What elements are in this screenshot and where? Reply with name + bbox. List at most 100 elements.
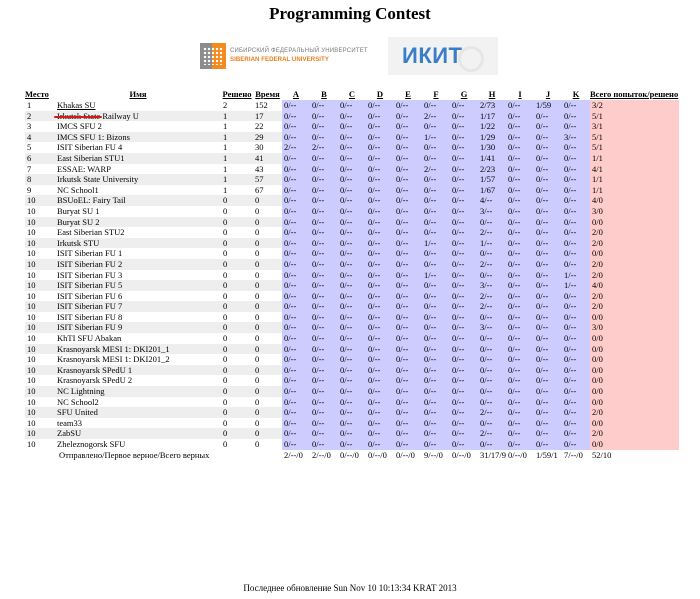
header-problem-g[interactable]: G <box>450 88 478 100</box>
header-solved[interactable]: Решено <box>221 88 253 100</box>
problem-cell: 0/-- <box>534 396 562 408</box>
problem-cell: 0/-- <box>422 280 450 291</box>
problem-cell: 0/-- <box>366 439 394 450</box>
problem-cell: 0/-- <box>450 248 478 259</box>
problem-cell: 0/-- <box>450 205 478 217</box>
problem-cell: 0/-- <box>534 386 562 397</box>
header-total[interactable]: Всего попыток/решено <box>590 88 679 100</box>
problem-cell: 0/-- <box>478 396 506 408</box>
solved-cell: 0 <box>221 248 253 259</box>
problem-cell: 0/-- <box>394 163 422 175</box>
solved-cell: 0 <box>221 322 253 334</box>
problem-cell: 1/-- <box>562 280 590 291</box>
time-cell: 0 <box>253 269 282 281</box>
problem-cell: 0/-- <box>534 174 562 185</box>
problem-cell: 0/-- <box>506 417 534 429</box>
problem-cell: 0/-- <box>310 237 338 249</box>
time-cell: 22 <box>253 121 282 132</box>
header-problem-h[interactable]: H <box>478 88 506 100</box>
problem-cell: 0/-- <box>310 407 338 418</box>
problem-cell: 0/-- <box>366 396 394 408</box>
problem-cell: 0/-- <box>338 248 366 259</box>
header-problem-f[interactable]: F <box>422 88 450 100</box>
footer-total: 52/10 <box>590 449 679 461</box>
header-problem-k[interactable]: K <box>562 88 590 100</box>
problem-cell: 0/-- <box>534 216 562 228</box>
table-row: 2Irkutsk State Railway U1170/--0/--0/--0… <box>25 110 679 122</box>
total-cell: 0/0 <box>590 248 679 259</box>
team-name-link[interactable]: Khakas SU <box>57 100 96 110</box>
problem-cell: 0/-- <box>450 301 478 312</box>
header-problem-a[interactable]: A <box>282 88 310 100</box>
problem-cell: 0/-- <box>366 100 394 111</box>
problem-cell: 0/-- <box>450 152 478 164</box>
problem-cell: 1/-- <box>422 269 450 281</box>
problem-cell: 0/-- <box>450 269 478 281</box>
problem-cell: 3/-- <box>478 205 506 217</box>
place-cell: 4 <box>25 131 55 143</box>
problem-cell: 0/-- <box>534 195 562 206</box>
header-problem-d[interactable]: D <box>366 88 394 100</box>
table-row: 1 Khakas SU 2 152 0/-- 0/-- 0/-- 0/-- 0/-- 0/-- 0/… <box>25 100 679 111</box>
problem-cell: 0/-- <box>282 311 310 323</box>
problem-cell: 0/-- <box>450 258 478 270</box>
header-problem-b[interactable]: B <box>310 88 338 100</box>
problem-cell: 0/-- <box>282 258 310 270</box>
problem-cell: 0/-- <box>450 280 478 291</box>
place-cell: 8 <box>25 174 55 185</box>
problem-cell: 2/-- <box>478 428 506 439</box>
total-cell: 4/0 <box>590 280 679 291</box>
problem-cell: 0/-- <box>534 248 562 259</box>
problem-cell: 0/-- <box>450 354 478 365</box>
problem-cell: 0/-- <box>338 100 366 111</box>
solved-cell: 0 <box>221 290 253 302</box>
solved-cell: 0 <box>221 407 253 418</box>
problem-cell: 0/-- <box>338 322 366 334</box>
header-problem-e[interactable]: E <box>394 88 422 100</box>
problem-cell: 0/-- <box>310 417 338 429</box>
header-problem-j[interactable]: J <box>534 88 562 100</box>
header-problem-c[interactable]: C <box>338 88 366 100</box>
problem-cell: 0/-- <box>310 311 338 323</box>
header-time[interactable]: Время <box>253 88 282 100</box>
problem-cell: 0/-- <box>366 417 394 429</box>
solved-cell: 1 <box>221 142 253 153</box>
header-name[interactable]: Имя <box>55 88 221 100</box>
table-row: 10 Krasnoyarsk SPedU 2 0 0 0/-- 0/-- 0/-- 0/-- 0… <box>25 375 679 387</box>
problem-cell: 2/23 <box>478 163 506 175</box>
problem-cell: 0/-- <box>562 258 590 270</box>
problem-cell: 0/-- <box>562 216 590 228</box>
header-place[interactable]: Место <box>25 88 55 100</box>
problem-cell: 0/-- <box>506 439 534 450</box>
problem-cell: 0/-- <box>338 417 366 429</box>
problem-cell: 0/-- <box>506 364 534 376</box>
problem-cell: 0/-- <box>338 216 366 228</box>
problem-cell: 3/-- <box>478 322 506 334</box>
problem-cell: 0/-- <box>310 216 338 228</box>
solved-cell: 0 <box>221 396 253 408</box>
problem-cell: 0/-- <box>534 343 562 355</box>
problem-cell: 1/-- <box>478 237 506 249</box>
problem-cell: 0/-- <box>506 280 534 291</box>
problem-cell: 0/-- <box>310 248 338 259</box>
place-cell: 10 <box>25 439 55 450</box>
header-problem-i[interactable]: I <box>506 88 534 100</box>
team-name-cell: Buryat SU 2 <box>55 216 221 228</box>
problem-cell: 0/-- <box>310 195 338 206</box>
problem-cell: 0/-- <box>422 396 450 408</box>
problem-cell: 1/59 <box>534 100 562 111</box>
team-name-cell: Krasnoyarsk SPedU 1 <box>55 364 221 376</box>
problem-cell: 0/-- <box>562 184 590 196</box>
problem-cell: 0/-- <box>338 407 366 418</box>
problem-cell: 0/-- <box>394 311 422 323</box>
problem-cell: 0/-- <box>562 174 590 185</box>
problem-cell: 0/-- <box>366 216 394 228</box>
time-cell: 0 <box>253 428 282 439</box>
problem-cell: 0/-- <box>338 195 366 206</box>
problem-cell: 0/-- <box>310 386 338 397</box>
problem-cell: 1/29 <box>478 131 506 143</box>
table-row: 10 Buryat SU 1 0 0 0/-- 0/-- 0/-- 0/-- 0/-- 0/-- 0… <box>25 205 679 217</box>
problem-cell: 0/-- <box>506 100 534 111</box>
place-cell: 10 <box>25 290 55 302</box>
time-cell: 0 <box>253 386 282 397</box>
